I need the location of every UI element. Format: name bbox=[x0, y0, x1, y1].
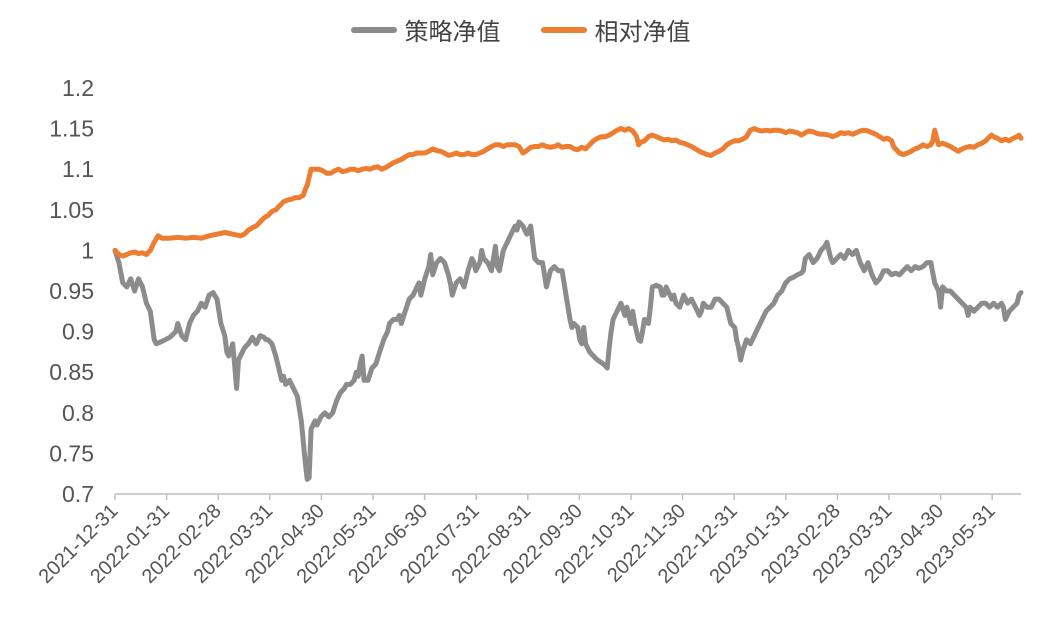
legend-item-relative: 相对净值 bbox=[540, 12, 691, 47]
y-tick-label: 1.2 bbox=[62, 75, 94, 101]
y-tick-label: 0.75 bbox=[49, 440, 94, 466]
series-line-strategy bbox=[112, 219, 1024, 482]
y-axis: 1.2 1.15 1.1 1.05 1 0.95 0.9 0.85 0.8 0.75 0.7 bbox=[49, 75, 94, 507]
legend-swatch-strategy bbox=[350, 26, 397, 33]
legend-swatch-relative bbox=[540, 26, 587, 33]
y-tick-label: 1.1 bbox=[62, 156, 94, 182]
y-tick-label: 0.7 bbox=[62, 481, 94, 507]
y-tick-label: 1 bbox=[81, 237, 94, 263]
legend-label-strategy: 策略净值 bbox=[404, 19, 501, 46]
y-tick-label: 1.15 bbox=[49, 116, 94, 142]
y-tick-label: 0.9 bbox=[62, 319, 94, 345]
legend-item-strategy: 策略净值 bbox=[350, 12, 501, 47]
series-layer bbox=[112, 126, 1024, 482]
chart-legend: 策略净值 相对净值 bbox=[0, 12, 1041, 47]
y-tick-label: 0.8 bbox=[62, 400, 94, 426]
series-line-relative bbox=[112, 126, 1024, 259]
y-tick-label: 0.95 bbox=[49, 278, 94, 304]
x-axis: 2021-12-312022-01-312022-02-282022-03-31… bbox=[35, 493, 1021, 588]
y-tick-label: 1.05 bbox=[49, 197, 94, 223]
legend-label-relative: 相对净值 bbox=[594, 19, 691, 46]
y-tick-label: 0.85 bbox=[49, 359, 94, 385]
